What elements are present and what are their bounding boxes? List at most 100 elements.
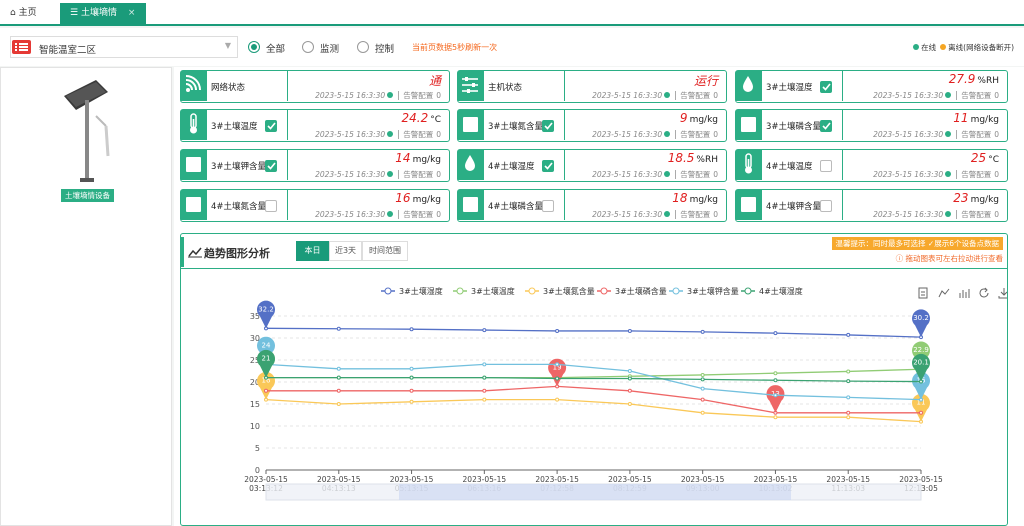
legend-marker [456,287,464,295]
list-icon [12,40,31,54]
x-tick-label: 2023-05-15 [535,475,579,484]
point [700,410,705,415]
series-line [265,363,922,401]
time: 2023-5-15 16:3:30 [873,210,944,219]
value: 27.9 [948,72,976,86]
point [846,410,851,415]
alarm-label: 告警配置 [956,91,992,100]
filter-radio[interactable] [248,41,260,53]
filter-label: 控制 [375,44,395,55]
point [846,395,851,400]
mark-pin-label: 11 [917,399,926,407]
device-label: 土壤墒情设备 [61,189,114,202]
range-button[interactable]: 近3天 [329,241,362,261]
alarm-count: 0 [713,170,718,179]
mark-pin-label: 20.1 [913,359,929,367]
time: 2023-5-15 16:3:30 [315,210,386,219]
y-tick-label: 15 [250,400,260,409]
online-dot [387,131,394,137]
unit: mg/kg [412,155,441,165]
card-divider [564,190,565,220]
point [627,328,632,333]
card-checkbox[interactable] [820,81,832,93]
status-card: 3#土壤湿度 27.9 %RH 2023-5-15 16:3:30 告警配置 0 [735,70,1008,103]
icon-glyph [741,117,756,132]
mark-pin-label: 30.2 [913,314,929,322]
alarm-count: 0 [713,91,718,100]
toolbox-icon[interactable] [918,287,928,299]
card-checkbox[interactable] [542,160,554,172]
x-tick-label: 2023-05-15 [608,475,652,484]
card-checkbox[interactable] [542,200,554,212]
time: 2023-5-15 16:3:30 [592,91,663,100]
toolbox-icon[interactable] [998,288,1007,299]
unit: °C [988,155,999,165]
tip-text: 温馨提示：同时最多可选择 [835,239,926,248]
value: 运行 [693,74,718,88]
toolbox-icon[interactable] [959,289,970,298]
point [846,332,851,337]
toolbox-icon[interactable] [938,288,950,298]
point [555,397,560,402]
area-name: 智能温室二区 [39,45,97,56]
mark-pin-label: 22.9 [913,346,929,354]
card-checkbox[interactable] [265,120,277,132]
card-value: 18.5 %RH [668,151,718,165]
x-tick-label: 2023-05-15 [317,475,361,484]
drag-tip-text: 拖动图表可左右拉动进行查看 [905,254,1004,263]
card-checkbox[interactable] [265,200,277,212]
status-label: 离线(网络设备断开) [948,43,1014,52]
card-label: 3#土壤氮含量 [488,122,544,132]
status-label: 在线 [921,43,937,52]
point [482,388,487,393]
card-icon [736,110,762,140]
card-checkbox[interactable] [820,160,832,172]
point [846,369,851,374]
dropdown-arrow: ▼ [224,41,231,50]
range-button[interactable]: 时间范围 [362,241,408,261]
x-tick-label: 2023-05-15 [463,475,507,484]
mark-pin-label: 24 [262,341,271,349]
divider [181,268,1007,269]
point [482,328,487,333]
online-dot [664,211,671,217]
card-checkbox[interactable] [265,160,277,172]
filter-label: 监测 [320,44,340,55]
point [555,362,560,367]
point [336,326,341,331]
current-tab[interactable]: ☰ 土壤墒情 × [60,3,146,26]
tab-bar: ⌂ 主页 ☰ 土壤墒情 × [0,0,1024,26]
card-divider [287,190,288,220]
home-tab[interactable]: ⌂ 主页 [10,8,37,18]
icon-glyph [745,153,752,174]
tab-close[interactable]: × [127,8,136,18]
card-icon [458,110,484,140]
card-checkbox[interactable] [820,120,832,132]
filter-radio[interactable] [357,41,369,53]
area-select[interactable]: 智能温室二区 ▼ [10,36,238,58]
series-line [265,327,922,338]
toolbox-icon[interactable] [979,287,989,298]
card-icon [458,190,484,220]
y-tick-label: 10 [250,422,260,431]
status-card: 4#土壤温度 25 °C 2023-5-15 16:3:30 告警配置 0 [735,149,1008,182]
legend-marker [528,287,536,295]
unit: mg/kg [689,115,718,125]
point [773,393,778,398]
series-line [265,398,922,423]
legend-marker [672,287,680,295]
card-checkbox[interactable] [820,200,832,212]
y-tick-label: 25 [250,356,260,365]
legend-marker [384,287,392,295]
alarm-label: 告警配置 [398,170,434,179]
check-mark [267,162,276,170]
range-button[interactable]: 本日 [296,241,329,261]
x-tick-label: 2023-05-15 [390,475,434,484]
card-label: 3#土壤钾含量 [211,162,267,172]
trend-icon [188,247,202,258]
card-footer: 2023-5-15 16:3:30 告警配置 0 [873,90,999,101]
card-checkbox[interactable] [542,120,554,132]
alarm-label: 告警配置 [956,130,992,139]
filter-radio[interactable] [302,41,314,53]
card-divider [842,71,843,101]
